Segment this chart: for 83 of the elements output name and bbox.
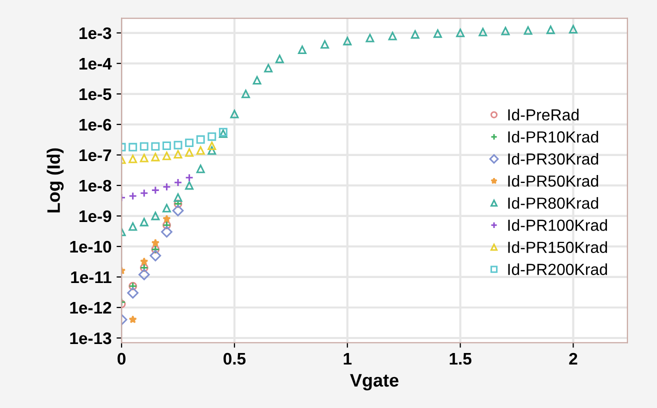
point bbox=[478, 28, 488, 36]
y-tick-label: 1e-10 bbox=[70, 240, 112, 253]
point bbox=[128, 222, 138, 231]
point bbox=[138, 268, 150, 280]
y-tick-label: 1e-7 bbox=[80, 150, 112, 162]
y-tick-label: 1e-4 bbox=[80, 58, 112, 70]
point bbox=[140, 188, 148, 198]
x-tick-label: 1.5 bbox=[450, 353, 472, 365]
point bbox=[524, 26, 532, 35]
point bbox=[140, 154, 148, 162]
point bbox=[172, 204, 184, 216]
point bbox=[298, 46, 306, 54]
y-tick-label: 1e-5 bbox=[80, 88, 112, 100]
point bbox=[456, 28, 465, 38]
point bbox=[388, 32, 397, 40]
legend-label: Id-PR200Krad bbox=[508, 263, 607, 276]
y-axis-title: Log (Id) bbox=[46, 148, 64, 212]
point bbox=[242, 90, 250, 98]
x-tick-label: 0 bbox=[118, 352, 126, 365]
point bbox=[151, 142, 160, 151]
point bbox=[185, 173, 194, 182]
x-axis-title: Vgate bbox=[350, 374, 398, 390]
legend-label: Id-PR50Krad bbox=[508, 175, 598, 187]
point bbox=[128, 192, 138, 200]
point bbox=[196, 135, 205, 144]
legend-label: Id-PR150Krad bbox=[508, 241, 607, 253]
point bbox=[128, 154, 138, 164]
point bbox=[151, 186, 160, 194]
y-tick-label: 1e-9 bbox=[80, 210, 112, 222]
point bbox=[151, 212, 160, 220]
point bbox=[162, 214, 171, 222]
point bbox=[174, 140, 182, 150]
legend-label: Id-PR10Krad bbox=[508, 130, 598, 143]
point bbox=[546, 26, 555, 34]
point bbox=[343, 36, 352, 46]
point bbox=[208, 142, 216, 150]
point bbox=[174, 150, 182, 159]
legend-label: Id-PR30Krad bbox=[508, 152, 598, 165]
point bbox=[151, 152, 160, 162]
point bbox=[174, 178, 182, 187]
x-tick-label: 0.5 bbox=[224, 352, 246, 365]
point bbox=[140, 142, 148, 151]
point bbox=[162, 152, 171, 160]
point bbox=[162, 204, 171, 212]
legend-label: Id-PR80Krad bbox=[508, 197, 598, 209]
point bbox=[410, 30, 420, 39]
point bbox=[185, 138, 194, 148]
point bbox=[196, 146, 205, 155]
point bbox=[275, 54, 284, 64]
point bbox=[151, 238, 160, 247]
point bbox=[208, 132, 216, 141]
x-tick-label: 1 bbox=[344, 353, 352, 365]
point bbox=[140, 218, 148, 226]
point bbox=[127, 287, 139, 299]
point bbox=[161, 226, 172, 238]
point bbox=[320, 40, 330, 49]
point bbox=[185, 181, 194, 190]
y-tick-label: 1e-8 bbox=[80, 180, 112, 192]
point bbox=[162, 182, 171, 192]
point bbox=[366, 34, 374, 42]
y-tick-label: 1e-12 bbox=[70, 302, 112, 314]
y-tick-label: 1e-11 bbox=[71, 272, 112, 284]
point bbox=[162, 142, 171, 150]
y-tick-label: 1e-13 bbox=[70, 332, 112, 344]
y-tick-label: 1e-3 bbox=[80, 27, 112, 40]
point bbox=[128, 315, 137, 324]
legend-label: Id-PreRad bbox=[508, 108, 579, 121]
y-tick-label: 1e-6 bbox=[80, 118, 112, 131]
point bbox=[568, 25, 578, 34]
point bbox=[252, 76, 262, 85]
point bbox=[140, 257, 148, 266]
point bbox=[433, 29, 442, 38]
point bbox=[208, 146, 216, 155]
point bbox=[150, 250, 162, 262]
point bbox=[196, 164, 205, 174]
legend-label: Id-PR100Krad bbox=[508, 219, 607, 231]
point bbox=[501, 26, 510, 36]
point bbox=[128, 142, 138, 152]
point bbox=[174, 193, 182, 202]
point bbox=[230, 110, 239, 118]
point bbox=[185, 148, 194, 157]
x-tick-label: 2 bbox=[569, 352, 578, 365]
point bbox=[264, 64, 273, 72]
